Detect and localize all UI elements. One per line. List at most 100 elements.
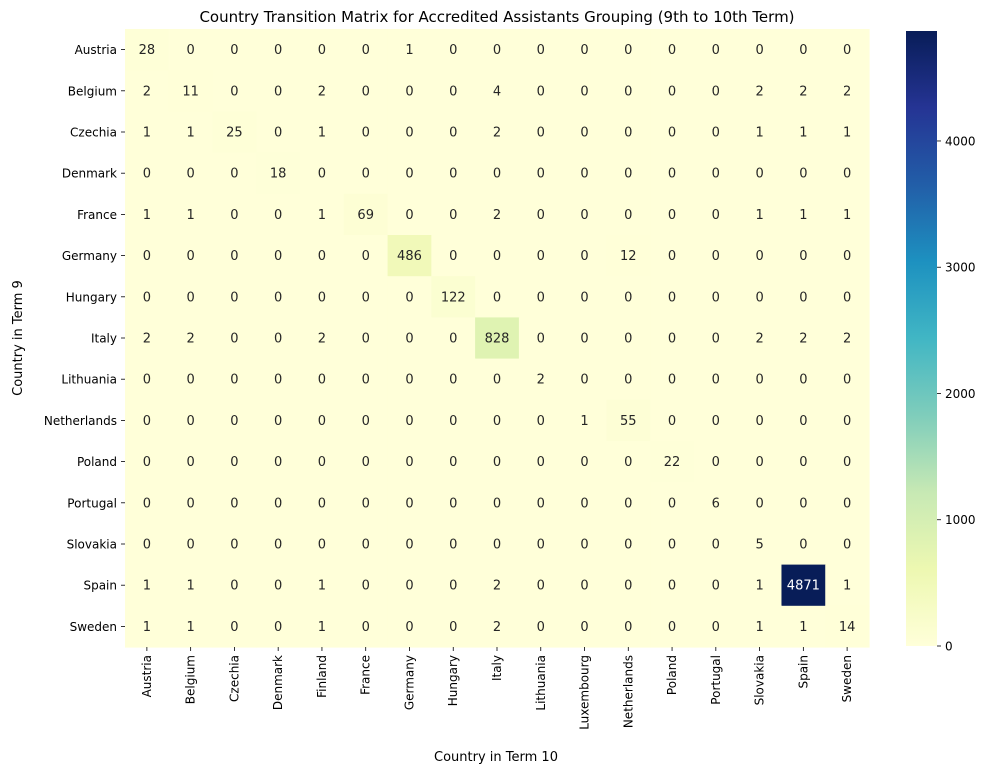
heatmap-cell <box>781 523 826 566</box>
heatmap-cell <box>125 111 170 154</box>
cell-annotation: 2 <box>143 332 151 347</box>
cell-annotation: 2 <box>318 84 326 99</box>
cell-annotation: 0 <box>712 208 720 223</box>
heatmap-cell <box>212 193 257 236</box>
cell-annotation: 0 <box>187 249 195 264</box>
cell-annotation: 0 <box>143 538 151 553</box>
heatmap-cell <box>693 523 739 566</box>
colorbar-tick-label: 3000 <box>945 261 976 275</box>
cell-annotation: 0 <box>712 126 720 141</box>
heatmap-cell <box>387 111 432 154</box>
heatmap-cell <box>300 235 345 277</box>
heatmap-cell <box>475 482 520 524</box>
heatmap-cell <box>562 235 608 277</box>
cell-annotation: 1 <box>799 620 807 635</box>
cell-annotation: 0 <box>318 249 326 264</box>
cell-annotation: 0 <box>668 208 676 223</box>
heatmap-cell <box>387 70 432 112</box>
heatmap-cell <box>387 605 432 648</box>
heatmap-cell <box>781 441 826 483</box>
heatmap-cell <box>168 399 214 442</box>
heatmap-cell <box>693 29 739 71</box>
heatmap-cell <box>650 523 695 566</box>
heatmap-cell <box>387 441 432 483</box>
cell-annotation: 55 <box>620 414 637 429</box>
cell-annotation: 0 <box>537 84 545 99</box>
heatmap-cell <box>168 29 214 71</box>
cell-annotation: 0 <box>668 579 676 594</box>
heatmap-cell <box>518 193 564 236</box>
cell-annotation: 2 <box>318 332 326 347</box>
heatmap-cell <box>737 276 783 318</box>
cell-annotation: 0 <box>580 84 588 99</box>
heatmap-cell <box>737 235 783 277</box>
heatmap-cell <box>343 317 389 360</box>
heatmap-cell <box>737 564 783 607</box>
cell-annotation: 0 <box>493 455 501 470</box>
heatmap-cell <box>650 70 695 112</box>
heatmap-cell <box>518 29 564 71</box>
cell-annotation: 0 <box>143 496 151 511</box>
cell-annotation: 0 <box>537 290 545 305</box>
heatmap-cell <box>125 152 170 195</box>
heatmap-cell <box>431 111 476 154</box>
heatmap-cell <box>387 317 432 360</box>
heatmap-cell <box>825 482 870 524</box>
chart-title: Country Transition Matrix for Accredited… <box>199 8 794 26</box>
cell-annotation: 0 <box>580 208 588 223</box>
cell-annotation: 1 <box>318 208 326 223</box>
cell-annotation: 0 <box>405 332 413 347</box>
cell-annotation: 0 <box>449 84 457 99</box>
heatmap-cell <box>781 235 826 277</box>
colorbar-ticks: 0 1000 2000 3000 4000 <box>937 134 976 654</box>
cell-annotation: 0 <box>799 249 807 264</box>
y-tick-label: France <box>77 208 117 222</box>
heatmap-cell <box>650 111 695 154</box>
heatmap-cell <box>431 523 476 566</box>
heatmap-cell <box>475 152 520 195</box>
cell-annotation: 486 <box>397 249 422 264</box>
heatmap-cell <box>256 111 301 154</box>
cell-annotation: 0 <box>187 496 195 511</box>
heatmap-cell <box>475 235 520 277</box>
heatmap-cell <box>125 605 170 648</box>
heatmap-cell <box>693 317 739 360</box>
cell-annotation: 0 <box>143 249 151 264</box>
cell-annotation: 0 <box>187 414 195 429</box>
heatmap-cell <box>562 441 608 483</box>
cell-annotation: 1 <box>580 414 588 429</box>
cell-annotation: 0 <box>493 414 501 429</box>
cell-annotation: 1 <box>405 43 413 58</box>
cell-annotation: 0 <box>449 332 457 347</box>
cell-annotation: 0 <box>405 620 413 635</box>
cell-annotation: 0 <box>405 126 413 141</box>
heatmap-cell <box>300 523 345 566</box>
heatmap-cell <box>387 523 432 566</box>
heatmap-cell <box>650 235 695 277</box>
cell-annotation: 0 <box>449 373 457 388</box>
cell-annotation: 12 <box>620 249 637 264</box>
cell-annotation: 0 <box>537 496 545 511</box>
heatmap-cell <box>125 70 170 112</box>
cell-annotation: 0 <box>449 208 457 223</box>
cell-annotation: 0 <box>318 455 326 470</box>
heatmap-cell <box>212 111 257 154</box>
cell-annotation: 1 <box>843 579 851 594</box>
heatmap-cell <box>562 70 608 112</box>
cell-annotation: 0 <box>580 373 588 388</box>
heatmap-cell <box>256 317 301 360</box>
heatmap-cell <box>693 564 739 607</box>
cell-annotation: 0 <box>362 538 370 553</box>
cell-annotation: 0 <box>230 167 238 182</box>
cell-annotation: 1 <box>755 620 763 635</box>
cell-annotation: 0 <box>362 373 370 388</box>
heatmap-cell <box>606 523 651 566</box>
heatmap-cell <box>168 70 214 112</box>
cell-annotation: 0 <box>187 538 195 553</box>
heatmap-cell <box>125 317 170 360</box>
heatmap-cell <box>518 317 564 360</box>
cell-annotation: 0 <box>580 455 588 470</box>
heatmap-cell <box>518 523 564 566</box>
cell-annotation: 0 <box>843 249 851 264</box>
heatmap-cell <box>431 441 476 483</box>
